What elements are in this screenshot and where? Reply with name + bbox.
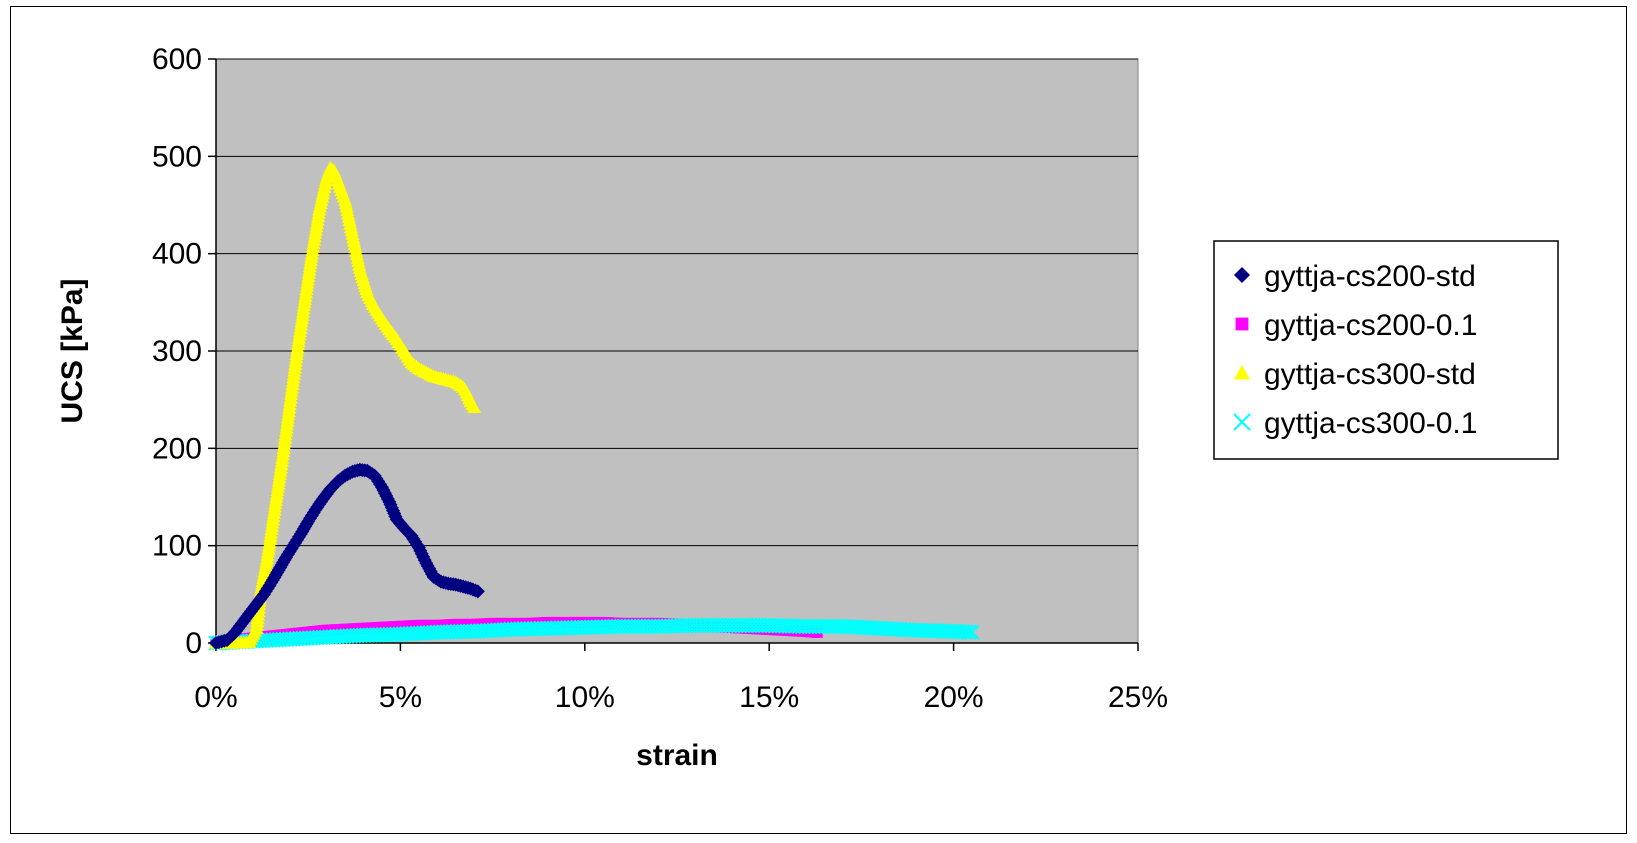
legend-item: gyttja-cs300-0.1	[1233, 407, 1477, 440]
gridlines	[216, 58, 1138, 547]
legend-label: gyttja-cs200-0.1	[1264, 309, 1477, 342]
y-tick-label: 400	[152, 238, 202, 271]
x-tick-label: 15%	[739, 681, 799, 714]
y-axis-title: UCS [kPa]	[56, 278, 89, 423]
legend-label: gyttja-cs300-0.1	[1264, 407, 1477, 440]
x-tick-label: 25%	[1108, 681, 1168, 714]
legend-marker-diamond	[1234, 267, 1250, 283]
x-tick-label: 10%	[555, 681, 615, 714]
data-point	[470, 584, 485, 599]
legend-marker-triangle	[1234, 365, 1250, 380]
x-axis-title: strain	[636, 739, 718, 772]
x-tick-label: 20%	[924, 681, 984, 714]
legend-box	[1213, 240, 1559, 460]
data-point	[961, 624, 977, 640]
y-tick-labels: 0 100 200 300 400 500 600	[152, 43, 202, 660]
y-tick-label: 600	[152, 43, 202, 76]
y-tick-label: 300	[152, 335, 202, 368]
legend-label: gyttja-cs300-std	[1264, 358, 1476, 391]
series-gyttja-cs300-std	[209, 161, 482, 649]
x-tick-label: 5%	[379, 681, 422, 714]
series-gyttja-cs200-std	[209, 462, 485, 650]
legend-item: gyttja-cs200-std	[1234, 260, 1476, 293]
legend-item: gyttja-cs200-0.1	[1235, 309, 1477, 342]
x-tick-label: 0%	[194, 681, 237, 714]
legend-item: gyttja-cs300-std	[1234, 358, 1476, 391]
y-tick-label: 200	[152, 432, 202, 465]
legend-marker-square	[1235, 317, 1249, 331]
series-layer	[208, 161, 980, 651]
y-tick-label: 100	[152, 530, 202, 563]
y-tick-label: 0	[185, 627, 202, 660]
legend-label: gyttja-cs200-std	[1264, 260, 1476, 293]
y-tick-label: 500	[152, 140, 202, 173]
legend: gyttja-cs200-std gyttja-cs200-0.1 gyttja-c…	[1213, 240, 1559, 460]
data-point	[467, 400, 482, 414]
data-point	[964, 624, 980, 641]
x-tick-labels: 0% 5% 10% 15% 20% 25%	[194, 681, 1168, 714]
data-point	[958, 624, 974, 640]
legend-marker-x	[1233, 413, 1251, 431]
